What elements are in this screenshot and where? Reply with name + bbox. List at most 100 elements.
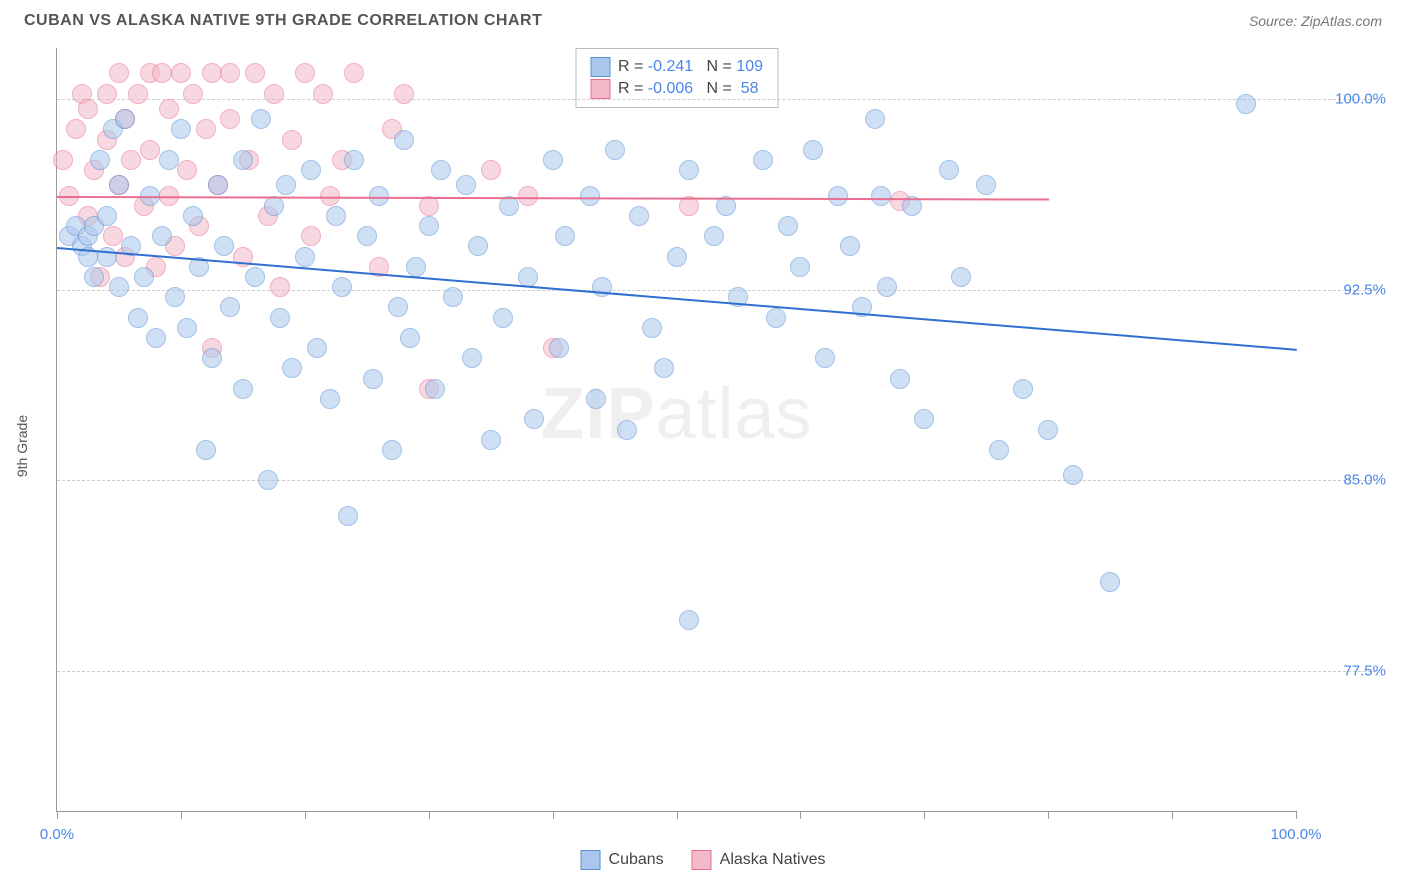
x-tick [1048,811,1049,819]
data-point [667,247,687,267]
data-point [282,130,302,150]
data-point [1236,94,1256,114]
legend-swatch [692,850,712,870]
y-tick-label: 77.5% [1306,663,1386,680]
x-tick-label: 0.0% [40,826,74,843]
data-point [109,277,129,297]
data-point [140,140,160,160]
x-tick [57,811,58,819]
data-point [233,379,253,399]
chart-header: CUBAN VS ALASKA NATIVE 9TH GRADE CORRELA… [0,0,1406,38]
data-point [121,150,141,170]
legend-item: Alaska Natives [692,850,826,870]
x-tick [553,811,554,819]
data-point [264,84,284,104]
data-point [555,226,575,246]
gridline [57,99,1376,100]
data-point [406,257,426,277]
data-point [1100,572,1120,592]
watermark: ZIPatlas [540,373,812,455]
data-point [766,308,786,328]
data-point [481,160,501,180]
data-point [462,348,482,368]
data-point [295,63,315,83]
data-point [146,328,166,348]
data-point [320,186,340,206]
data-point [344,150,364,170]
data-point [840,236,860,256]
data-point [264,196,284,216]
data-point [152,63,172,83]
data-point [828,186,848,206]
data-point [53,150,73,170]
data-point [202,63,222,83]
y-axis-label: 9th Grade [14,415,30,477]
data-point [177,318,197,338]
data-point [109,175,129,195]
data-point [989,440,1009,460]
data-point [307,338,327,358]
data-point [165,287,185,307]
data-point [90,150,110,170]
data-point [654,358,674,378]
legend-row: R = -0.241 N = 109 [590,57,763,77]
data-point [313,84,333,104]
data-point [865,109,885,129]
data-point [704,226,724,246]
data-point [115,109,135,129]
data-point [394,84,414,104]
data-point [258,470,278,490]
x-tick [305,811,306,819]
data-point [493,308,513,328]
data-point [171,63,191,83]
legend-label: Cubans [609,851,664,869]
data-point [282,358,302,378]
data-point [468,236,488,256]
data-point [605,140,625,160]
data-point [481,430,501,450]
x-tick [181,811,182,819]
data-point [586,389,606,409]
data-point [109,63,129,83]
data-point [128,84,148,104]
data-point [871,186,891,206]
legend-label: Alaska Natives [720,851,826,869]
x-tick [800,811,801,819]
data-point [196,119,216,139]
data-point [803,140,823,160]
data-point [425,379,445,399]
chart-title: CUBAN VS ALASKA NATIVE 9TH GRADE CORRELA… [24,12,542,30]
legend-text: R = -0.006 N = 58 [618,80,759,98]
data-point [220,297,240,317]
legend-swatch [581,850,601,870]
data-point [939,160,959,180]
gridline [57,290,1376,291]
data-point [394,130,414,150]
data-point [419,216,439,236]
data-point [1063,465,1083,485]
data-point [159,99,179,119]
data-point [245,267,265,287]
data-point [431,160,451,180]
data-point [363,369,383,389]
data-point [518,186,538,206]
legend-swatch [590,79,610,99]
data-point [976,175,996,195]
data-point [220,109,240,129]
legend-swatch [590,57,610,77]
data-point [617,420,637,440]
data-point [1013,379,1033,399]
data-point [790,257,810,277]
data-point [679,160,699,180]
y-tick-label: 92.5% [1306,281,1386,298]
data-point [196,440,216,460]
series-legend: Cubans Alaska Natives [581,850,826,870]
data-point [1038,420,1058,440]
data-point [338,506,358,526]
legend-row: R = -0.006 N = 58 [590,79,763,99]
data-point [543,150,563,170]
data-point [301,226,321,246]
data-point [177,160,197,180]
data-point [456,175,476,195]
x-tick [429,811,430,819]
